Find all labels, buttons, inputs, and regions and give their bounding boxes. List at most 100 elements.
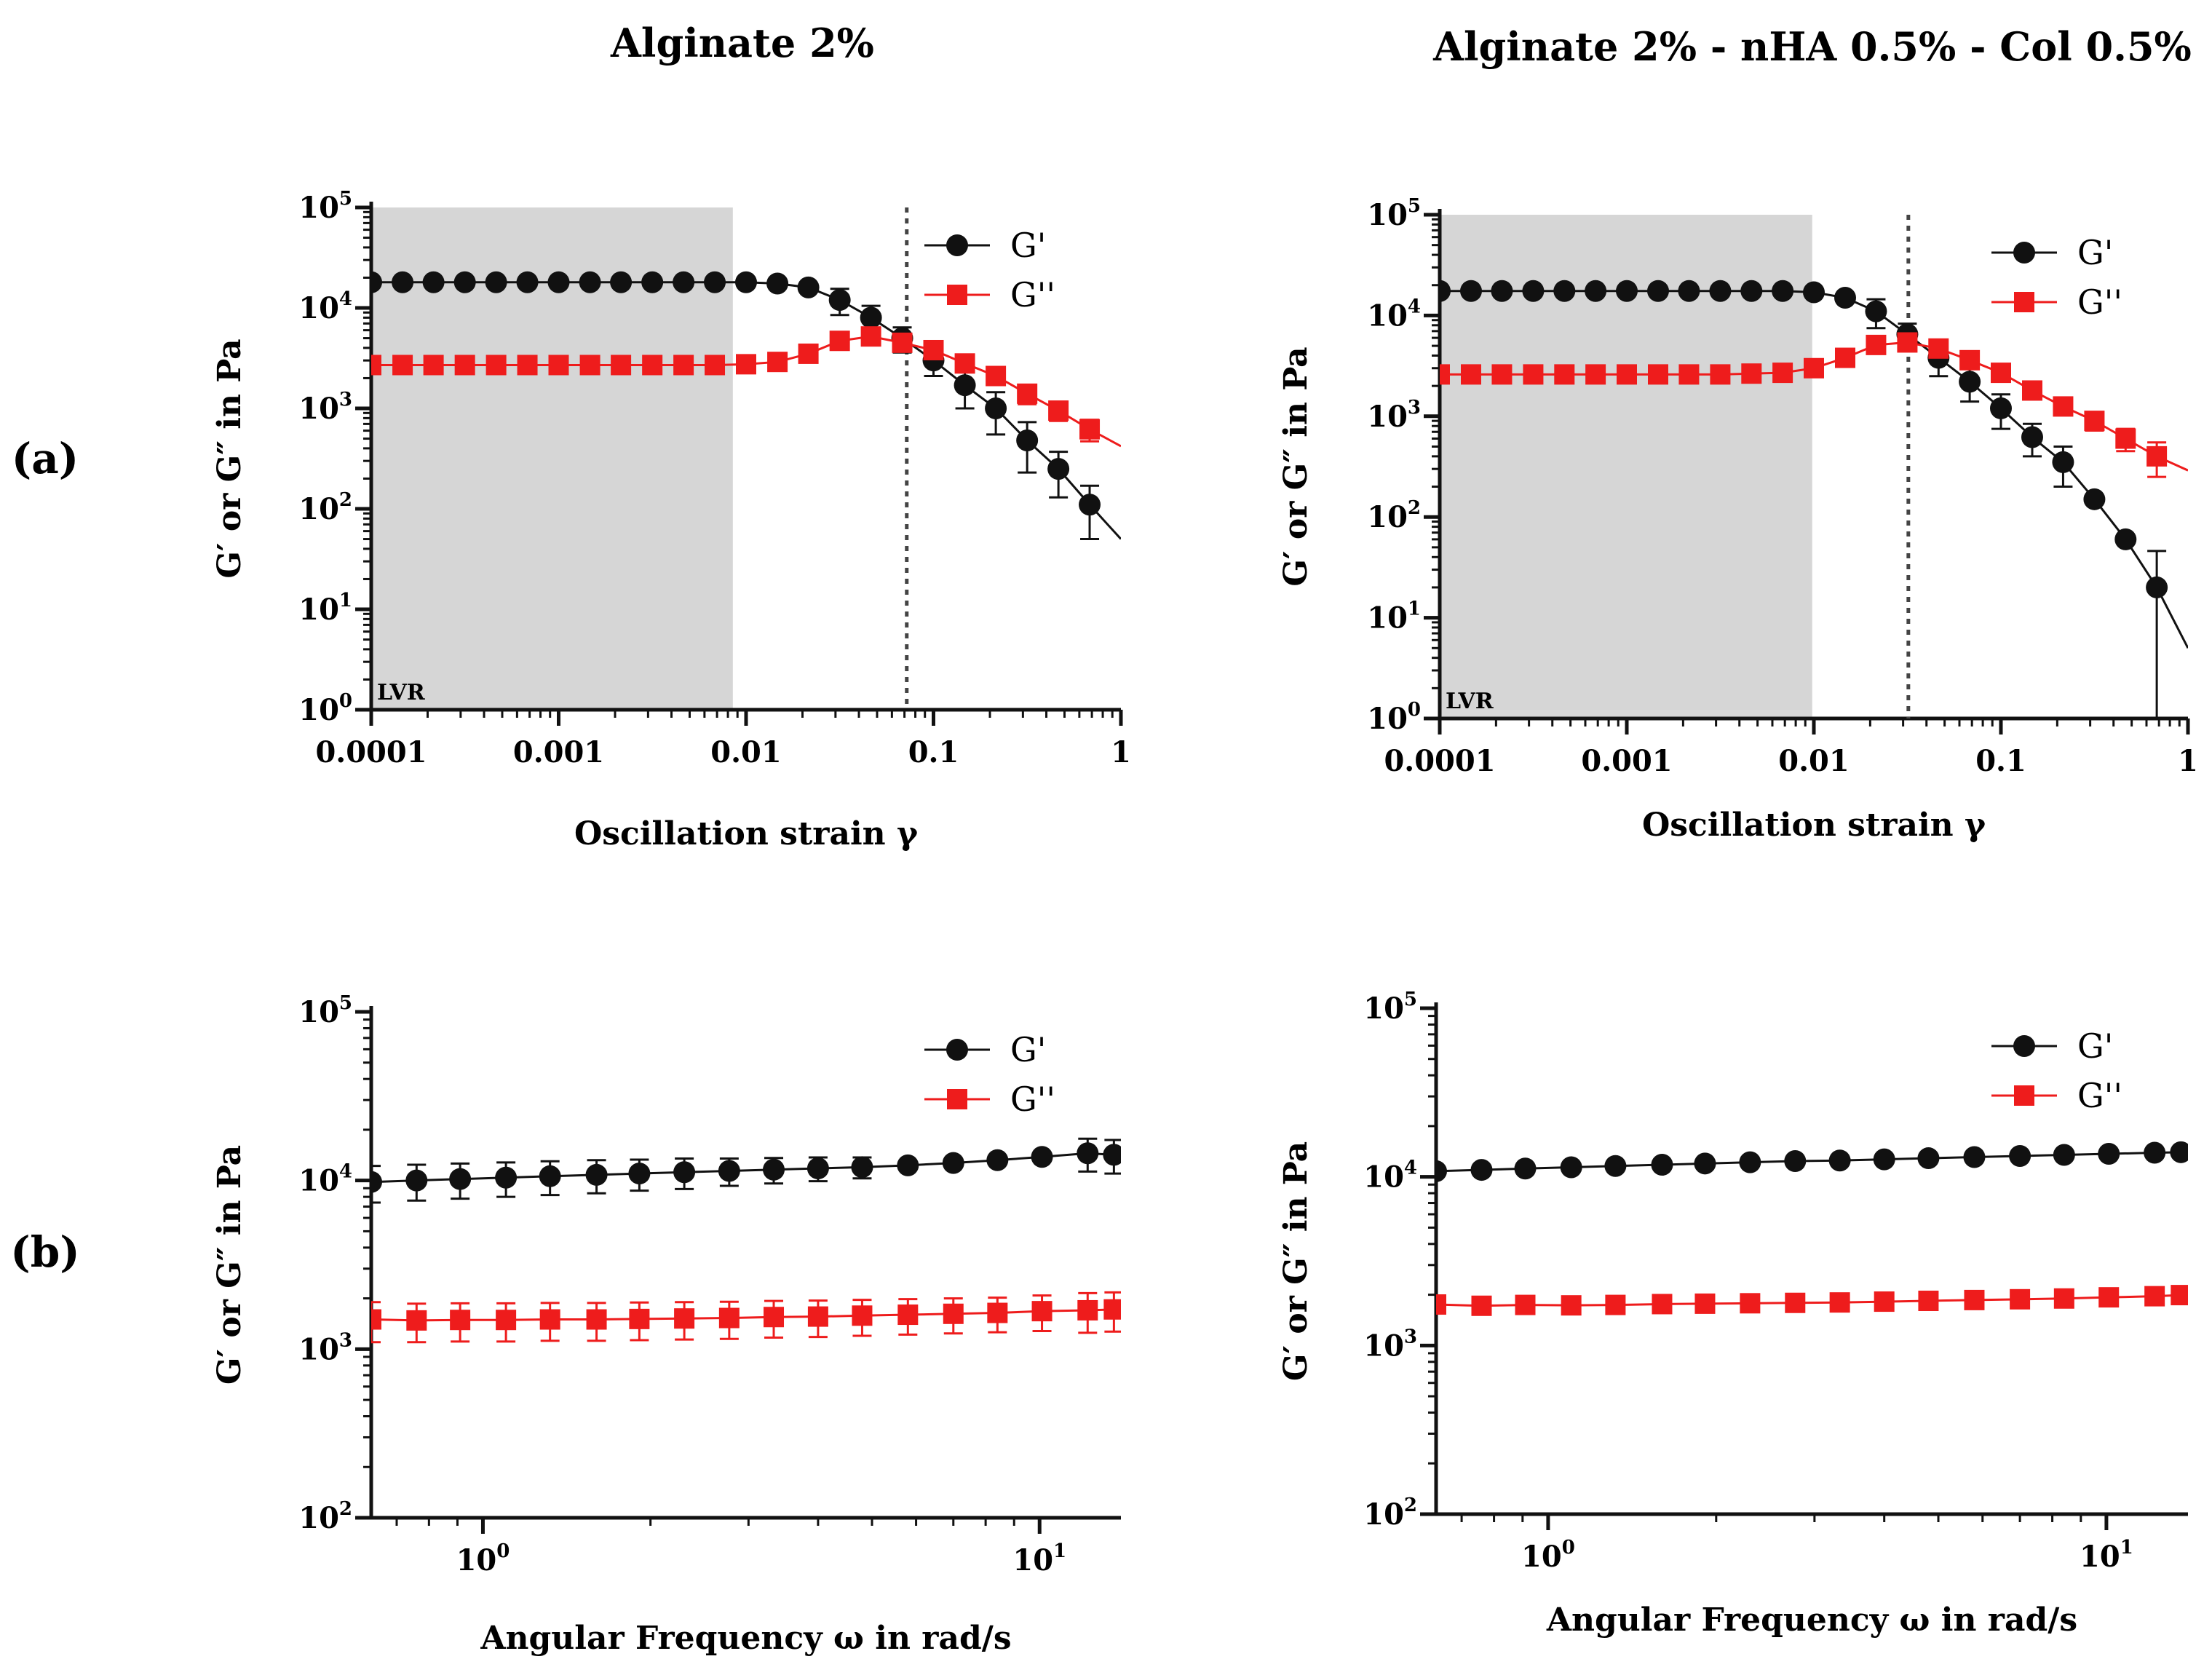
legend-label: G' [1010, 1030, 1046, 1069]
data-point-g-prime [1739, 1151, 1761, 1173]
data-point-g-double-prime [2098, 1287, 2120, 1308]
y-tick-label-base: 10 [1363, 1497, 1404, 1532]
data-point-g-prime [1678, 280, 1700, 302]
x-axis-title: Oscillation strain γ [1642, 807, 1986, 844]
data-point-g-prime [371, 1171, 382, 1193]
data-point-g-prime [942, 1152, 964, 1174]
data-point-g-prime [851, 1156, 873, 1179]
lvr-label: LVR [377, 680, 426, 705]
data-point-g-double-prime [1561, 1295, 1582, 1316]
y-tick-label: 103 [1363, 1326, 1417, 1363]
data-point-g-double-prime [2144, 1286, 2165, 1307]
data-point-g-double-prime [2022, 380, 2043, 401]
data-point-g-prime [1077, 1142, 1099, 1165]
x-tick-label-base: 10 [1012, 1543, 1053, 1577]
y-tick-label-base: 10 [298, 492, 339, 526]
data-point-g-prime [392, 271, 414, 293]
y-tick-label-exp: 3 [339, 389, 352, 411]
x-axis-title: Oscillation strain γ [574, 815, 919, 852]
y-tick-label: 105 [298, 188, 352, 225]
legend-label: G' [2077, 1026, 2113, 1066]
x-tick-label-exp: 0 [496, 1540, 510, 1562]
data-point-g-double-prime [2084, 411, 2105, 432]
data-point-g-prime [2021, 426, 2044, 448]
data-point-g-double-prime [767, 352, 788, 373]
y-tick-label: 102 [298, 1498, 352, 1535]
data-point-g-prime [516, 271, 539, 293]
data-point-g-prime [1079, 494, 1101, 516]
data-point-g-double-prime [1523, 364, 1544, 385]
data-point-g-double-prime [923, 339, 944, 360]
y-tick-label-base: 10 [298, 392, 339, 426]
y-tick-label-base: 10 [1367, 198, 1408, 232]
data-point-g-prime [1963, 1146, 1986, 1168]
data-point-g-prime [673, 1161, 696, 1184]
x-tick-label: 100 [456, 1540, 510, 1577]
data-point-g-prime [453, 271, 476, 293]
x-tick-label-base: 10 [456, 1543, 497, 1577]
y-tick-label-exp: 5 [339, 188, 352, 210]
x-tick-label-exp: 1 [2120, 1537, 2133, 1559]
x-tick-label: 1 [1111, 735, 1131, 769]
y-tick-label-base: 10 [1367, 400, 1408, 434]
y-tick-label: 102 [298, 489, 352, 526]
data-point-g-prime [1604, 1155, 1627, 1177]
y-axis-title: G′ or G″ in Pa [211, 1145, 248, 1385]
data-point-g-double-prime [2053, 1288, 2074, 1309]
data-point-g-double-prime [450, 1310, 471, 1331]
y-tick-label: 105 [298, 992, 352, 1029]
data-point-g-prime [1865, 300, 1887, 322]
x-tick-label-base: 10 [1521, 1540, 1562, 1574]
y-tick-label-base: 10 [298, 291, 339, 325]
legend-label: G' [2077, 233, 2113, 272]
data-point-g-prime [610, 271, 633, 293]
data-point-g-prime [2114, 528, 2137, 550]
y-tick-label: 104 [298, 288, 352, 325]
data-point-g-double-prime [807, 1306, 828, 1327]
y-tick-label: 105 [1363, 989, 1417, 1026]
data-point-g-double-prime [2053, 396, 2074, 417]
data-point-g-prime [1873, 1148, 1895, 1171]
data-point-g-double-prime [1829, 1292, 1850, 1313]
data-point-g-double-prime [1461, 364, 1482, 385]
data-point-g-prime [673, 271, 695, 293]
data-point-g-prime [1560, 1156, 1582, 1179]
data-point-g-double-prime [1103, 1299, 1121, 1320]
data-point-g-prime [1959, 371, 1981, 393]
x-tick-label: 101 [1012, 1540, 1066, 1577]
y-tick-label: 103 [1367, 397, 1421, 434]
legend-label: G' [1010, 226, 1046, 265]
row-label-a: (a) [12, 434, 79, 483]
data-point-g-prime [2170, 1141, 2188, 1163]
x-tick-label: 0.0001 [315, 735, 427, 769]
y-tick-label: 103 [298, 389, 352, 426]
data-point-g-double-prime [1928, 338, 1949, 359]
x-axis-title: Angular Frequency ω in rad/s [1546, 1601, 2077, 1639]
data-point-g-double-prime [987, 1302, 1008, 1323]
data-point-g-prime [1553, 280, 1576, 302]
data-point-g-double-prime [1617, 364, 1637, 385]
data-point-g-double-prime [1031, 1301, 1053, 1322]
data-point-g-prime [718, 1160, 740, 1182]
data-point-g-prime [1828, 1149, 1851, 1172]
data-point-g-double-prime [454, 355, 475, 376]
y-tick-label: 102 [1363, 1494, 1417, 1532]
data-point-g-double-prime [642, 355, 663, 376]
data-point-g-double-prime [1605, 1294, 1626, 1315]
data-point-g-prime [1647, 280, 1670, 302]
data-point-g-double-prime [1079, 419, 1101, 440]
data-point-g-double-prime [423, 355, 444, 376]
data-point-g-prime [860, 306, 882, 329]
y-tick-label: 105 [1367, 195, 1421, 232]
data-point-g-prime [2053, 1144, 2075, 1166]
data-point-g-double-prime [629, 1308, 650, 1329]
data-point-g-prime [1772, 280, 1794, 302]
x-tick-label-base: 10 [2080, 1540, 2120, 1574]
y-tick-label: 103 [298, 1329, 352, 1366]
data-point-g-prime [405, 1169, 428, 1192]
data-point-g-prime [1709, 280, 1732, 302]
x-tick-label: 0.0001 [1384, 744, 1495, 778]
legend-marker [2013, 242, 2035, 264]
